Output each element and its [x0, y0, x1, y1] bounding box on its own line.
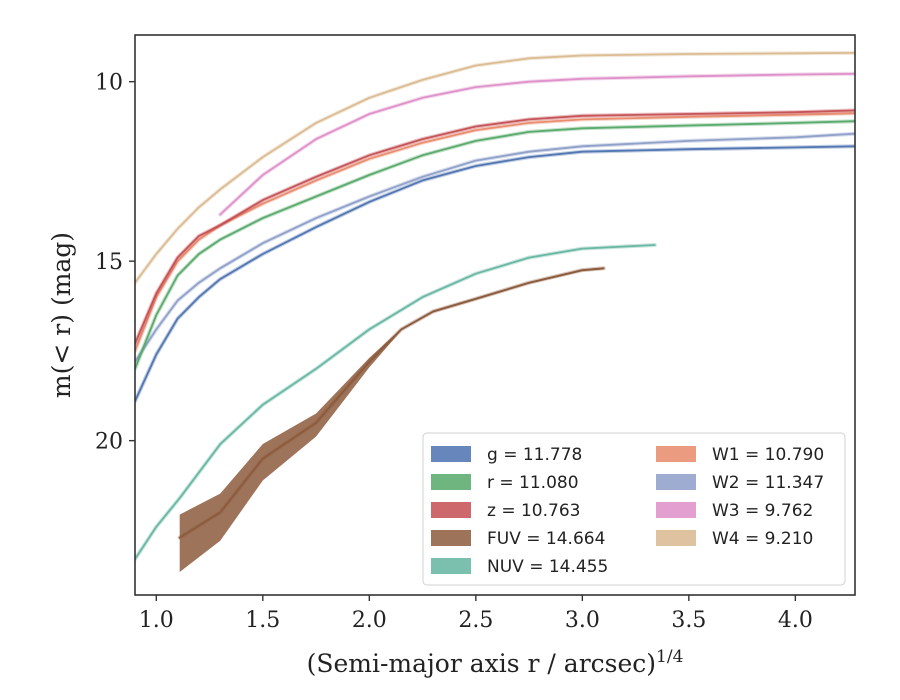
series-line [135, 120, 855, 370]
series-line [135, 132, 855, 363]
series-line [135, 52, 855, 284]
legend-label: FUV = 14.664 [487, 529, 605, 549]
legend-label: NUV = 14.455 [487, 557, 608, 577]
x-tick-label: 2.5 [458, 608, 493, 633]
legend-swatch [431, 502, 471, 518]
series-line [219, 72, 855, 216]
x-tick-label: 4.0 [778, 608, 813, 633]
series-line [135, 145, 855, 403]
legend-swatch [431, 446, 471, 462]
legend-label: W4 = 9.210 [712, 529, 813, 549]
legend-label: r = 11.080 [487, 473, 579, 493]
y-tick-label: 15 [95, 250, 123, 275]
x-tick-label: 3.0 [565, 608, 600, 633]
plot-frame [134, 34, 856, 596]
x-tick-label: 2.0 [352, 608, 387, 633]
legend-label: W2 = 11.347 [712, 473, 824, 493]
legend-label: z = 10.763 [487, 501, 580, 521]
legend-swatch [431, 530, 471, 546]
x-tick-label: 1.5 [245, 608, 280, 633]
series-line [135, 244, 656, 560]
y-axis-label: m(< r) (mag) [47, 232, 76, 398]
legend-frame [422, 432, 846, 586]
series-line [135, 112, 855, 352]
x-axis-label: (Semi-major axis r / arcsec)1/4 [307, 647, 684, 678]
series-layer [135, 50, 855, 572]
x-tick-label: 3.5 [671, 608, 706, 633]
y-axis: 10 15 20 [95, 71, 135, 455]
x-axis: 1.0 1.5 2.0 2.5 3.0 3.5 4.0 [139, 595, 813, 633]
y-tick-label: 10 [95, 71, 123, 96]
legend-swatch [656, 502, 696, 518]
legend-label: W1 = 10.790 [712, 445, 824, 465]
series-line [135, 109, 855, 345]
legend-swatch [431, 558, 471, 574]
legend-swatch [431, 474, 471, 490]
y-tick-label: 20 [95, 430, 123, 455]
legend-swatch [656, 530, 696, 546]
legend-swatch [656, 474, 696, 490]
legend-swatch [656, 446, 696, 462]
legend-label: W3 = 9.762 [712, 501, 813, 521]
legend: g = 11.778 r = 11.080 z = 10.763 FUV = 14.6… [422, 432, 846, 586]
legend-label: g = 11.778 [487, 445, 582, 465]
x-tick-label: 1.0 [139, 608, 174, 633]
